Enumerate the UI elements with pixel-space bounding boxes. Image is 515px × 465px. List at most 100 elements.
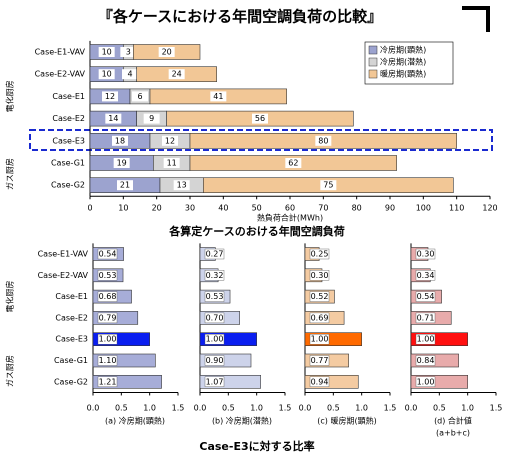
x-tick-label: 1.0 bbox=[461, 404, 474, 413]
data-label-bg bbox=[415, 334, 436, 345]
x-tick-label: 80 bbox=[352, 204, 362, 213]
x-tick-label: 0.0 bbox=[194, 404, 207, 413]
y-tick-label: Case-E2-VAV bbox=[38, 271, 89, 280]
data-label: 0.69 bbox=[311, 313, 329, 322]
data-label-bg bbox=[143, 113, 160, 124]
data-label-bg bbox=[102, 91, 118, 102]
data-label-bg bbox=[173, 180, 190, 191]
data-label-bg bbox=[415, 376, 436, 387]
y-tick-label: Case-E2 bbox=[55, 313, 88, 322]
data-label: 0.54 bbox=[417, 292, 435, 301]
data-label-bg bbox=[309, 355, 330, 366]
data-label-bg bbox=[112, 135, 128, 146]
data-label-bg bbox=[204, 312, 225, 324]
data-label: 12 bbox=[165, 136, 175, 145]
page-title: 『各ケースにおける年間空調負荷の比較』 bbox=[98, 8, 382, 26]
data-label: 24 bbox=[172, 70, 182, 79]
data-label: 10 bbox=[102, 70, 112, 79]
data-label: 1.00 bbox=[99, 335, 117, 344]
data-label-bg bbox=[309, 270, 330, 281]
title-bracket bbox=[462, 6, 490, 32]
x-tick-label: 30 bbox=[185, 204, 195, 213]
panel-title: (a) 冷房期(顕熱) bbox=[105, 416, 165, 426]
data-label: 41 bbox=[213, 92, 223, 101]
data-label-bg bbox=[315, 135, 332, 146]
y-tick-label: Case-E2 bbox=[52, 114, 85, 123]
y-tick-label: Case-E3 bbox=[55, 335, 88, 344]
legend-box bbox=[364, 41, 454, 85]
data-label: 4 bbox=[127, 70, 132, 79]
highlight-box bbox=[29, 129, 493, 151]
data-label-bg bbox=[132, 91, 148, 102]
x-tick-label: 20 bbox=[152, 204, 162, 213]
y-tick-label: Case-E1-VAV bbox=[35, 48, 86, 57]
data-label-bg bbox=[97, 291, 118, 302]
x-tick-label: 0.5 bbox=[433, 404, 446, 413]
x-tick-label: 90 bbox=[385, 204, 395, 213]
data-label: 0.77 bbox=[311, 356, 329, 365]
data-label: 0.79 bbox=[99, 313, 117, 322]
data-label: 1.00 bbox=[417, 335, 435, 344]
data-label: 0.84 bbox=[417, 356, 435, 365]
data-label-bg bbox=[285, 158, 302, 168]
data-label: 9 bbox=[149, 114, 154, 123]
data-label-bg bbox=[97, 312, 118, 324]
panel-subtitle: (a+b+c) bbox=[436, 429, 470, 438]
data-label-bg bbox=[204, 355, 225, 366]
x-tick-label: 0.0 bbox=[405, 404, 418, 413]
data-label: 19 bbox=[117, 159, 127, 168]
y-tick-label: Case-E1 bbox=[55, 292, 88, 301]
data-label: 1.21 bbox=[99, 377, 117, 386]
x-tick-label: 0.0 bbox=[299, 404, 312, 413]
data-label: 0.27 bbox=[206, 250, 224, 259]
y-tick-label: Case-G2 bbox=[51, 181, 85, 190]
x-tick-label: 0.5 bbox=[222, 404, 235, 413]
legend-label: 冷房期(顕熱) bbox=[380, 45, 426, 55]
x-tick-label: 0.5 bbox=[115, 404, 128, 413]
x-tick-label: 120 bbox=[482, 204, 497, 213]
data-label: 1.07 bbox=[206, 377, 224, 386]
data-label-bg bbox=[252, 113, 268, 124]
data-label: 18 bbox=[115, 136, 125, 145]
data-label-bg bbox=[122, 69, 138, 80]
data-label-bg bbox=[320, 180, 337, 191]
data-label-bg bbox=[309, 291, 330, 302]
data-label-bg bbox=[97, 270, 118, 281]
group-label: ガス厨房 bbox=[5, 355, 15, 387]
data-label: 62 bbox=[288, 159, 298, 168]
data-label-bg bbox=[98, 47, 115, 57]
data-label: 6 bbox=[137, 92, 142, 101]
data-label-bg bbox=[97, 355, 118, 366]
caption: Case-E3に対する比率 bbox=[199, 439, 314, 453]
data-label-bg bbox=[97, 248, 118, 260]
x-tick-label: 1.0 bbox=[355, 404, 368, 413]
legend-swatch bbox=[368, 45, 378, 55]
x-tick-label: 50 bbox=[252, 204, 262, 213]
data-label-bg bbox=[415, 312, 436, 324]
data-label-bg bbox=[120, 47, 137, 57]
data-label-bg bbox=[105, 113, 122, 124]
data-label-bg bbox=[415, 355, 436, 366]
data-label-bg bbox=[309, 334, 330, 345]
x-tick-label: 1.5 bbox=[490, 404, 503, 413]
data-label: 0.68 bbox=[99, 292, 117, 301]
group-label: ガス厨房 bbox=[5, 158, 15, 190]
data-label-bg bbox=[415, 291, 436, 302]
data-label: 14 bbox=[108, 114, 118, 123]
x-tick-label: 1.0 bbox=[250, 404, 263, 413]
y-tick-label: Case-E3 bbox=[52, 136, 85, 145]
y-tick-label: Case-G2 bbox=[54, 377, 88, 386]
data-label: 1.00 bbox=[206, 335, 224, 344]
data-label: 75 bbox=[323, 181, 333, 190]
chart-title: 各算定ケースのおける年間空調負荷 bbox=[168, 224, 344, 238]
data-label-bg bbox=[309, 248, 330, 260]
legend-swatch bbox=[368, 69, 378, 79]
data-label-bg bbox=[415, 248, 436, 260]
data-label: 10 bbox=[102, 48, 112, 57]
data-label: 1.00 bbox=[417, 377, 435, 386]
data-label-bg bbox=[210, 91, 227, 102]
x-axis-label: 熱負荷合計(MWh) bbox=[257, 213, 323, 223]
data-label: 0.70 bbox=[206, 313, 224, 322]
data-label: 0.53 bbox=[206, 292, 224, 301]
data-label-bg bbox=[158, 47, 175, 57]
